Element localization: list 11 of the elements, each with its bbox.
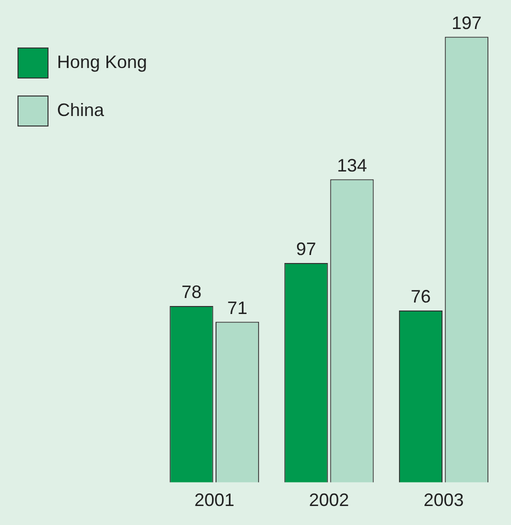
legend-label: China [57,100,106,120]
data-label: 76 [410,286,431,306]
data-label: 78 [181,282,202,302]
data-label: 134 [336,155,367,176]
legend-label: Hong Kong [57,52,148,72]
data-label: 97 [296,238,316,259]
x-tick-label: 2003 [424,490,464,510]
x-tick-label: 2001 [194,490,234,510]
data-label: 197 [452,12,482,33]
data-label: 71 [227,298,248,318]
x-tick-label: 2002 [309,490,350,510]
